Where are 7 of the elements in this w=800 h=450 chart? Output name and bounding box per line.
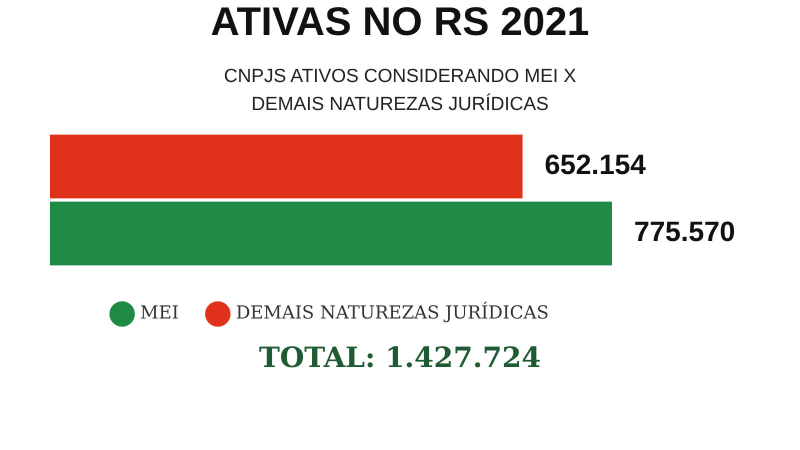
legend-label: DEMAIS NATUREZAS JURÍDICAS xyxy=(236,302,549,324)
data-label: 775.570 xyxy=(634,216,736,248)
text: TOTAL: 1.427.724 xyxy=(258,341,542,374)
legend-label: MEI xyxy=(140,302,179,324)
chart-title: ATIVAS NO RS 2021 xyxy=(210,0,590,45)
chart-subtitle: CNPJS ATIVOS CONSIDERANDO MEI X DEMAIS NATUREZAS JURÍDICAS xyxy=(222,65,578,117)
data-label: 652.154 xyxy=(544,149,646,180)
